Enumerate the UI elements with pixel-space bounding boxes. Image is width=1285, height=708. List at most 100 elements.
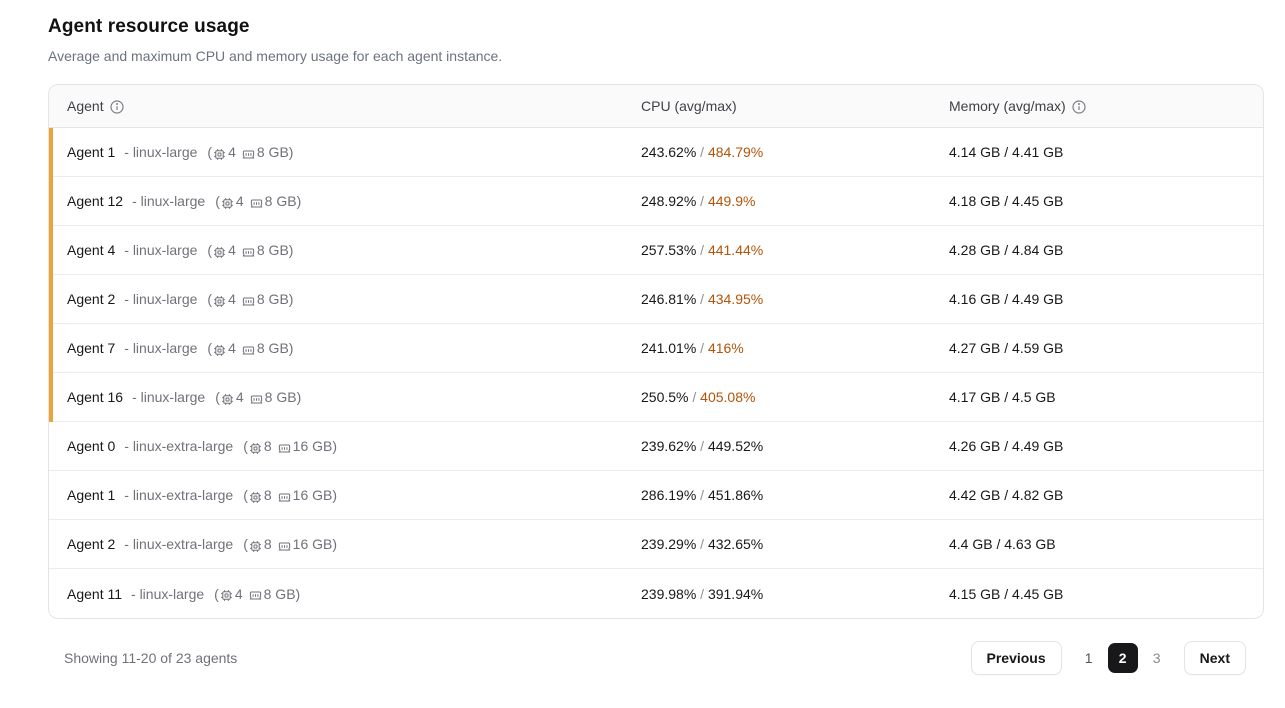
cpu-max-value: 484.79% xyxy=(707,144,764,160)
ram-amount: 8 GB xyxy=(264,389,297,405)
cpu-chip-icon xyxy=(249,442,262,455)
cpu-chip-icon xyxy=(213,246,226,259)
next-page-button[interactable]: Next xyxy=(1183,641,1246,675)
memory-stick-icon xyxy=(278,491,291,504)
page-number-3[interactable]: 3 xyxy=(1152,650,1161,666)
agent-name: Agent 1 xyxy=(67,487,116,503)
agent-specs: ( 8 xyxy=(243,438,337,454)
ram-amount: 8 GB xyxy=(256,340,289,356)
cpu-cell: 250.5% / 405.08% xyxy=(641,389,949,405)
table-row[interactable]: Agent 0 - linux-extra-large ( 8 xyxy=(49,422,1263,471)
table-row[interactable]: Agent 7 - linux-large ( 4 xyxy=(49,324,1263,373)
agent-size-label: - linux-extra-large xyxy=(124,438,234,454)
agent-size-label: - linux-large xyxy=(124,144,198,160)
agent-size-label: - linux-large xyxy=(132,389,206,405)
agent-cell: Agent 2 - linux-extra-large ( 8 xyxy=(49,536,641,552)
spec-close-paren: ) xyxy=(295,585,301,602)
memory-cell: 4.17 GB / 4.5 GB xyxy=(949,389,1263,405)
cpu-max-value: 449.9% xyxy=(707,193,756,209)
memory-value: 4.17 GB / 4.5 GB xyxy=(949,389,1056,405)
agent-info-icon[interactable] xyxy=(109,100,124,114)
cpu-value-separator: / xyxy=(700,487,708,503)
agent-size-label: - linux-extra-large xyxy=(124,487,234,503)
memory-stick-icon xyxy=(242,148,255,161)
agent-specs: ( 4 xyxy=(207,242,293,258)
memory-value: 4.28 GB / 4.84 GB xyxy=(949,242,1064,258)
agent-specs: ( 8 xyxy=(243,536,337,552)
agent-cell: Agent 12 - linux-large ( 4 xyxy=(49,193,641,209)
page: Agent resource usage Average and maximum… xyxy=(48,16,1264,675)
showing-range-text: Showing 11-20 of 23 agents xyxy=(64,650,238,666)
memory-value: 4.27 GB / 4.59 GB xyxy=(949,340,1064,356)
cpu-max-value: 391.94% xyxy=(707,585,764,602)
cpu-avg-value: 239.98% xyxy=(641,585,697,602)
memory-info-icon[interactable] xyxy=(1072,100,1086,114)
spec-open-paren: ( xyxy=(243,536,248,552)
table-row[interactable]: Agent 2 - linux-large ( 4 xyxy=(49,275,1263,324)
cpu-cell: 239.62% / 449.52% xyxy=(641,438,949,454)
cpu-cell: 286.19% / 451.86% xyxy=(641,487,949,503)
agent-name: Agent 0 xyxy=(67,438,116,454)
previous-page-button[interactable]: Previous xyxy=(970,641,1062,675)
cpu-max-value: 434.95% xyxy=(707,291,764,307)
spec-open-paren: ( xyxy=(207,340,213,356)
agent-specs: ( 4 xyxy=(207,291,293,307)
cpu-cell: 239.98% / 391.94% xyxy=(641,586,949,602)
memory-value: 4.42 GB / 4.82 GB xyxy=(949,487,1064,503)
table-row[interactable]: Agent 16 - linux-large ( 4 xyxy=(49,373,1263,422)
spec-close-paren: ) xyxy=(296,193,302,209)
memory-value: 4.18 GB / 4.45 GB xyxy=(949,193,1064,209)
table-row[interactable]: Agent 1 - linux-large ( 4 xyxy=(49,128,1263,177)
page-title: Agent resource usage xyxy=(48,16,250,37)
agent-size-label: - linux-large xyxy=(124,242,198,258)
table-row[interactable]: Agent 12 - linux-large ( 4 xyxy=(49,177,1263,226)
table-body: Agent 1 - linux-large ( 4 xyxy=(49,128,1263,618)
cpu-max-value: 441.44% xyxy=(707,242,764,258)
cpu-max-value: 449.52% xyxy=(707,438,764,454)
spec-open-paren: ( xyxy=(243,438,248,454)
memory-cell: 4.27 GB / 4.59 GB xyxy=(949,340,1263,356)
cpu-count: 8 xyxy=(263,536,272,552)
memory-value: 4.16 GB / 4.49 GB xyxy=(949,291,1064,307)
spec-close-paren: ) xyxy=(288,242,294,258)
spec-close-paren: ) xyxy=(288,144,294,160)
cpu-column-label: CPU (avg/max) xyxy=(641,98,737,114)
cpu-count: 4 xyxy=(235,389,244,405)
agent-specs: ( 4 xyxy=(214,586,300,602)
agent-usage-table: Agent CPU (avg/max) Memory (avg/max) xyxy=(48,84,1264,619)
memory-stick-icon xyxy=(250,197,263,210)
column-header-cpu: CPU (avg/max) xyxy=(641,98,949,114)
cpu-chip-icon xyxy=(220,589,233,602)
memory-cell: 4.4 GB / 4.63 GB xyxy=(949,536,1263,552)
cpu-value-separator: / xyxy=(700,585,708,602)
spec-close-paren: ) xyxy=(288,340,294,356)
spec-close-paren: ) xyxy=(296,389,302,405)
table-row[interactable]: Agent 1 - linux-extra-large ( 8 xyxy=(49,471,1263,520)
cpu-count: 8 xyxy=(263,438,272,454)
spec-open-paren: ( xyxy=(207,144,213,160)
cpu-count: 4 xyxy=(234,585,243,602)
cpu-max-value: 432.65% xyxy=(707,536,764,552)
agent-name: Agent 12 xyxy=(67,193,124,209)
agent-specs: ( 4 xyxy=(207,144,293,160)
page-number-1[interactable]: 1 xyxy=(1084,650,1093,666)
ram-amount: 16 GB xyxy=(292,536,333,552)
table-row[interactable]: Agent 4 - linux-large ( 4 xyxy=(49,226,1263,275)
cpu-cell: 239.29% / 432.65% xyxy=(641,536,949,552)
cpu-avg-value: 286.19% xyxy=(641,487,697,503)
table-row[interactable]: Agent 11 - linux-large ( 4 xyxy=(49,569,1263,618)
cpu-count: 4 xyxy=(228,144,236,160)
cpu-avg-value: 248.92% xyxy=(641,193,697,209)
cpu-chip-icon xyxy=(213,148,226,161)
cpu-cell: 241.01% / 416% xyxy=(641,340,949,356)
ram-amount: 8 GB xyxy=(256,242,289,258)
cpu-avg-value: 246.81% xyxy=(641,291,697,307)
cpu-max-value: 451.86% xyxy=(707,487,764,503)
page-number-2[interactable]: 2 xyxy=(1107,643,1138,673)
table-row[interactable]: Agent 2 - linux-extra-large ( 8 xyxy=(49,520,1263,569)
spec-open-paren: ( xyxy=(215,193,220,209)
memory-value: 4.26 GB / 4.49 GB xyxy=(949,438,1064,454)
memory-stick-icon xyxy=(242,246,255,259)
cpu-value-separator: / xyxy=(700,144,708,160)
cpu-max-value: 405.08% xyxy=(700,389,756,405)
